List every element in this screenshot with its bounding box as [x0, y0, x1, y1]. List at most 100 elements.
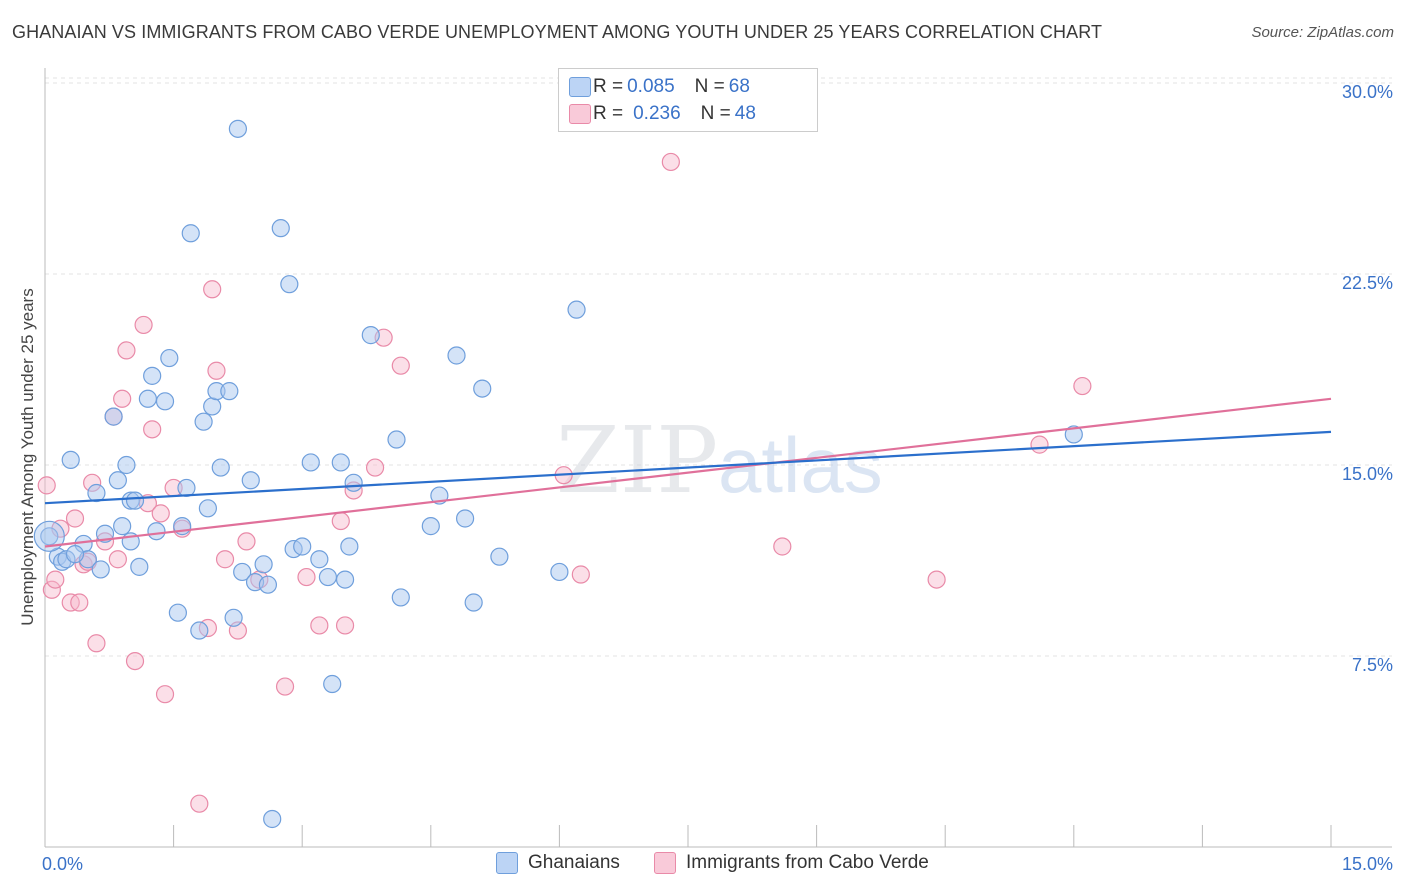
ghanaians-point	[104, 407, 123, 426]
ghanaians-point	[224, 608, 243, 627]
ghanaians-point	[293, 537, 312, 556]
cabo-verde-point	[155, 685, 175, 704]
cabo-verde-point	[1030, 435, 1049, 454]
ghanaians-point	[241, 471, 260, 490]
ghanaians-point	[318, 567, 338, 587]
cabo-verde-point	[42, 580, 61, 599]
r-label: R =	[593, 103, 624, 124]
cabo-verde-trend-line	[44, 397, 1332, 548]
ghanaians-point	[155, 392, 175, 411]
stats-legend: R = 0.085 N = 68 R = 0.236 N = 48	[558, 68, 818, 132]
cabo-verde-point	[70, 593, 89, 612]
ghanaians-point	[301, 453, 320, 472]
cabo-verde-point	[117, 341, 136, 360]
ghanaians-point	[263, 809, 282, 829]
cabo-verde-point	[134, 315, 153, 335]
ghanaians-point	[138, 389, 157, 408]
ghanaians-point-cluster	[33, 520, 65, 552]
ghanaians-point	[391, 588, 410, 607]
axes	[44, 68, 1392, 848]
watermark-zip: ZIP	[556, 407, 718, 514]
cabo-verde-point	[1073, 376, 1092, 396]
ghanaians-point	[117, 455, 136, 475]
legend-swatch-blue	[496, 852, 518, 874]
ghanaians-point	[567, 300, 586, 319]
ghanaians-point	[280, 275, 299, 294]
x-tick-label: 15.0%	[1342, 854, 1393, 874]
legend-label-ghanaians: Ghanaians	[528, 852, 620, 873]
series-ghanaians-points	[33, 119, 1083, 829]
r-value: 0.236	[633, 103, 681, 124]
cabo-verde-point	[203, 280, 222, 299]
cabo-verde-point	[310, 616, 329, 635]
ghanaians-point	[177, 478, 196, 498]
ghanaians-point	[143, 366, 162, 385]
legend-label-cabo-verde: Immigrants from Cabo Verde	[686, 852, 929, 873]
series-legend: Ghanaians Immigrants from Cabo Verde	[0, 850, 1406, 878]
chart-title: GHANAIAN VS IMMIGRANTS FROM CABO VERDE U…	[12, 22, 1103, 42]
cabo-verde-point	[571, 565, 590, 584]
cabo-verde-point	[237, 532, 256, 551]
ghanaians-trend-line	[44, 430, 1332, 505]
ghanaians-point	[254, 555, 273, 574]
trend-lines	[44, 397, 1332, 548]
cabo-verde-point	[661, 152, 680, 172]
r-label: R =	[593, 76, 624, 97]
cabo-verde-point	[391, 356, 410, 375]
cabo-verde-point	[65, 509, 85, 528]
cabo-verde-point	[190, 794, 209, 813]
legend-item-cabo-verde: Immigrants from Cabo Verde	[654, 852, 929, 874]
legend-swatch-pink	[654, 852, 676, 874]
ghanaians-point	[258, 575, 278, 594]
stats-legend-row-cabo-verde: R = 0.236 N = 48	[569, 102, 756, 126]
ghanaians-point	[203, 397, 222, 416]
ghanaians-point	[335, 570, 355, 589]
cabo-verde-point	[335, 616, 355, 635]
n-label: N =	[700, 103, 731, 124]
ghanaians-point	[181, 224, 200, 243]
ghanaians-point	[125, 491, 145, 510]
ghanaians-point	[147, 522, 166, 541]
cabo-verde-point	[773, 537, 792, 556]
ghanaians-point	[91, 560, 110, 579]
ghanaians-point	[550, 562, 569, 582]
ghanaians-point	[271, 219, 290, 238]
n-label: N =	[694, 76, 725, 97]
ghanaians-point	[361, 326, 380, 345]
source-label: Source: ZipAtlas.com	[1251, 24, 1394, 41]
cabo-verde-point	[151, 504, 170, 523]
legend-swatch-pink	[569, 104, 591, 124]
cabo-verde-point	[125, 651, 145, 671]
cabo-verde-point	[108, 550, 127, 569]
ghanaians-point	[194, 412, 213, 431]
cabo-verde-point	[297, 567, 316, 587]
cabo-verde-point	[207, 361, 226, 380]
y-tick-label: 15.0%	[1342, 464, 1393, 484]
ghanaians-point	[344, 473, 363, 492]
ghanaians-point	[387, 430, 406, 449]
cabo-verde-point	[215, 550, 235, 569]
cabo-verde-point	[113, 389, 132, 408]
ghanaians-point	[233, 562, 252, 582]
cabo-verde-point	[331, 511, 350, 531]
ghanaians-point	[340, 537, 359, 556]
cabo-verde-point	[37, 476, 56, 495]
ghanaians-point	[40, 527, 59, 546]
ghanaians-point	[220, 382, 239, 401]
legend-swatch-blue	[569, 77, 591, 97]
y-axis-label: Unemployment Among Youth under 25 years	[18, 288, 37, 626]
ghanaians-point	[168, 603, 187, 622]
ghanaians-point	[113, 517, 132, 536]
ghanaians-point	[61, 450, 80, 470]
stats-legend-row-ghanaians: R = 0.085 N = 68	[569, 75, 750, 99]
ghanaians-point	[65, 545, 85, 564]
ghanaians-point	[310, 550, 329, 569]
ghanaians-point	[198, 499, 217, 518]
cabo-verde-point	[365, 458, 385, 477]
r-value: 0.085	[627, 76, 675, 97]
ghanaians-point	[228, 119, 247, 138]
series-cabo-verde-points	[37, 152, 1092, 813]
tick-labels: 7.5% 15.0% 22.5% 30.0% 0.0% 15.0%	[42, 82, 1393, 874]
ghanaians-point	[447, 346, 466, 365]
